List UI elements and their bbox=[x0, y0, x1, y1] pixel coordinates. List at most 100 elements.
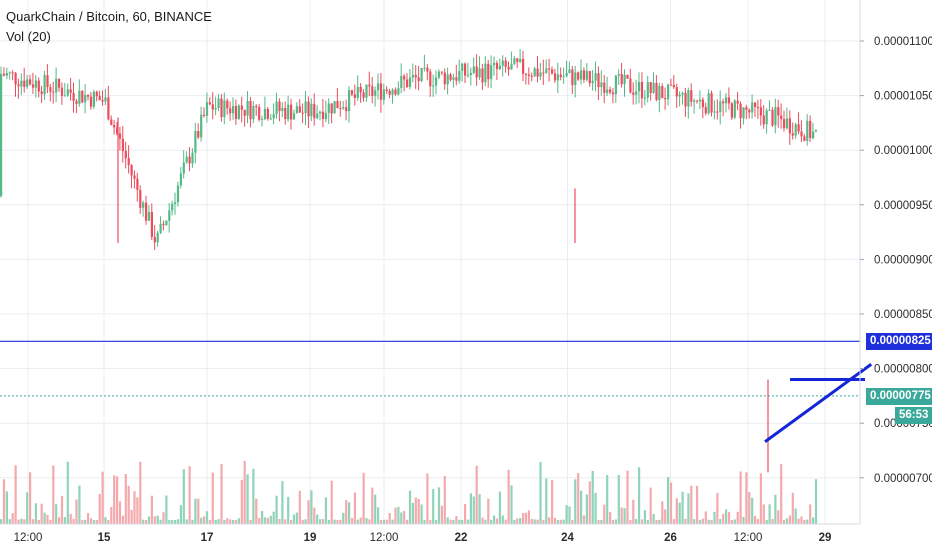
candle-body bbox=[205, 102, 209, 116]
volume-bar bbox=[116, 476, 119, 524]
candle-body bbox=[580, 70, 583, 80]
candle-body bbox=[159, 223, 162, 233]
volume-bar bbox=[403, 511, 406, 524]
volume-bar bbox=[684, 518, 687, 524]
volume-bar bbox=[437, 487, 441, 524]
volume-bar bbox=[516, 518, 519, 524]
candle-body bbox=[377, 83, 380, 91]
volume-bar bbox=[391, 519, 394, 524]
candle-body bbox=[617, 74, 620, 76]
volume-bar bbox=[522, 513, 525, 524]
volume-bar bbox=[388, 513, 391, 524]
candle-body bbox=[420, 67, 423, 81]
volume-bar bbox=[72, 518, 75, 524]
volume-bar bbox=[46, 514, 49, 524]
candle-body bbox=[150, 212, 153, 237]
volume-bar bbox=[182, 469, 185, 524]
candle-body bbox=[687, 90, 690, 107]
volume-bar bbox=[377, 507, 380, 524]
volume-bar bbox=[31, 519, 35, 524]
volume-bar bbox=[266, 517, 269, 524]
volume-bar bbox=[771, 518, 774, 524]
candle-body bbox=[60, 87, 64, 96]
volume-bar bbox=[478, 494, 481, 524]
volume-bar bbox=[504, 519, 507, 524]
volume-bar bbox=[217, 519, 220, 524]
candle-body bbox=[20, 80, 23, 87]
volume-bar bbox=[104, 517, 107, 524]
trendline-drawings[interactable] bbox=[764, 363, 873, 443]
candle-body bbox=[585, 71, 588, 80]
candle-body bbox=[176, 185, 180, 203]
candle-body bbox=[626, 74, 629, 79]
candle-body bbox=[771, 109, 774, 126]
candle-body bbox=[484, 63, 487, 83]
candle-body bbox=[121, 138, 124, 152]
candle-body bbox=[313, 103, 316, 119]
volume-bar bbox=[295, 512, 298, 524]
volume-bar bbox=[208, 519, 211, 524]
volume-bar bbox=[443, 476, 446, 524]
volume-bar bbox=[92, 520, 95, 524]
volume-bar bbox=[336, 519, 339, 524]
volume-bar bbox=[159, 519, 162, 524]
candle-body bbox=[594, 73, 597, 81]
candle-body bbox=[46, 75, 49, 88]
candle-body bbox=[336, 101, 339, 109]
volume-bar bbox=[394, 507, 397, 524]
candle-body bbox=[179, 173, 182, 186]
candle-body bbox=[118, 133, 122, 139]
volume-bar bbox=[542, 519, 545, 524]
volume-bar bbox=[153, 516, 156, 524]
candle-body bbox=[237, 105, 240, 119]
volume-bar bbox=[26, 492, 29, 524]
volume-bar bbox=[748, 492, 751, 524]
time-axis[interactable]: 12:00 15 17 19 12:00 22 24 26 12:00 29 bbox=[14, 532, 832, 544]
candle-body bbox=[701, 99, 704, 108]
candle-body bbox=[49, 87, 52, 92]
candle-body bbox=[142, 202, 145, 208]
candle-body bbox=[791, 133, 794, 136]
candle-body bbox=[388, 90, 391, 95]
volume-bar bbox=[87, 513, 90, 524]
volume-bar bbox=[585, 494, 588, 524]
volume-bar bbox=[507, 469, 510, 524]
candle-body bbox=[466, 75, 470, 77]
level-price-label: 0.00000825 bbox=[866, 333, 932, 351]
candle-body bbox=[382, 89, 385, 100]
candle-body bbox=[411, 74, 414, 78]
candle-body bbox=[275, 101, 278, 115]
candle-body bbox=[397, 87, 400, 95]
candle-body bbox=[78, 90, 81, 104]
time-tick-label: 12:00 bbox=[734, 532, 763, 544]
price-tick-label: 0.00000900 bbox=[874, 254, 932, 266]
volume-bar bbox=[176, 519, 180, 524]
candle-body bbox=[130, 165, 133, 176]
candle-body bbox=[113, 125, 116, 128]
volume-indicator-label[interactable]: Vol (20) bbox=[6, 29, 51, 44]
volume-bar bbox=[284, 519, 287, 524]
volume-bar bbox=[81, 519, 84, 524]
price-tick-label: 0.00000800 bbox=[874, 364, 932, 376]
volume-bar bbox=[353, 492, 356, 524]
candle-body bbox=[733, 100, 736, 118]
candle-body bbox=[368, 84, 371, 87]
candle-body bbox=[669, 84, 673, 86]
candle-body bbox=[649, 82, 652, 93]
candle-body bbox=[658, 86, 661, 100]
candle-body bbox=[440, 71, 443, 73]
volume-bar bbox=[727, 511, 731, 524]
candle-body bbox=[754, 102, 757, 107]
candle-body bbox=[713, 111, 716, 113]
candle-body bbox=[698, 99, 702, 102]
volume-bar bbox=[661, 501, 664, 524]
candle-body bbox=[736, 100, 739, 104]
candle-body bbox=[609, 89, 612, 93]
trendline[interactable] bbox=[764, 363, 873, 443]
volume-bar bbox=[385, 519, 388, 524]
candle-body bbox=[751, 102, 754, 113]
volume-bar bbox=[623, 508, 626, 524]
volume-bar bbox=[704, 511, 707, 524]
horizontal-level-lines[interactable] bbox=[0, 340, 860, 397]
